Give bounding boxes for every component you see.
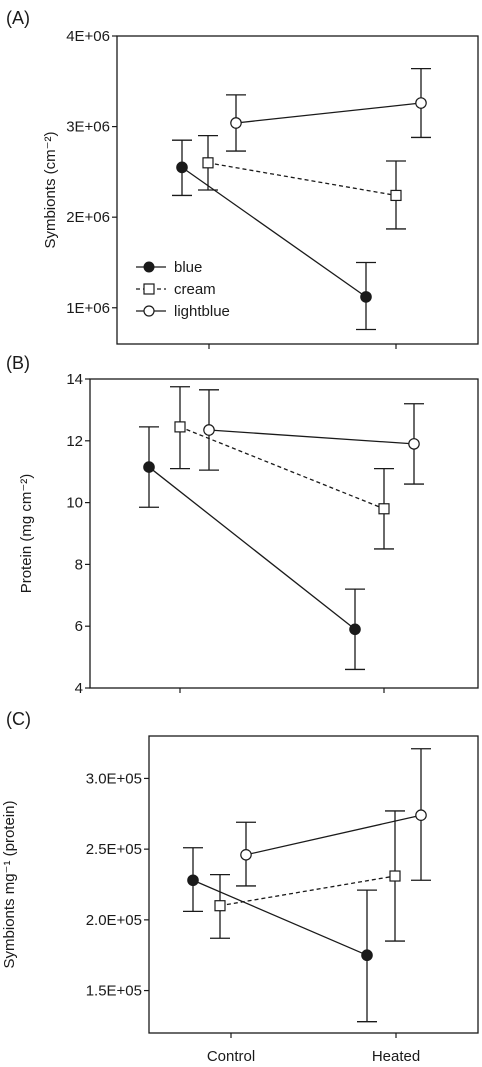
data-point xyxy=(408,438,420,450)
series-line xyxy=(235,102,422,124)
data-point xyxy=(390,189,402,202)
data-point xyxy=(415,97,427,109)
y-tick-label: 2.0E+05 xyxy=(86,912,142,929)
panel-3: (C) 1.5E+05 2.0E+05 2.5E+05 3.0E+05 Symbionts… xyxy=(1,709,479,1065)
plot-frame xyxy=(89,378,479,689)
y-tick-label: 1E+06 xyxy=(66,300,110,317)
series-blue xyxy=(139,426,365,671)
series-line xyxy=(208,429,415,445)
series-cream xyxy=(170,386,394,550)
series-lightblue xyxy=(199,389,424,485)
y-tick-label: 6 xyxy=(75,618,83,635)
series-line xyxy=(245,814,422,856)
y-tick-label: 2.5E+05 xyxy=(86,841,142,858)
data-point xyxy=(389,870,401,882)
data-point xyxy=(187,874,199,887)
data-point xyxy=(349,623,361,636)
data-point xyxy=(361,949,373,962)
series-line xyxy=(219,875,396,907)
data-point xyxy=(214,900,226,912)
panel-label: (A) xyxy=(6,8,30,28)
legend-label: blue xyxy=(174,259,202,276)
data-point xyxy=(360,291,372,303)
panel-1: (A) 1E+06 2E+06 3E+06 4E+06 Symbionts (cm⁻²) b… xyxy=(6,8,479,349)
legend-marker xyxy=(143,261,155,273)
y-tick-label: 3.0E+05 xyxy=(86,770,142,787)
series-line xyxy=(192,879,368,956)
data-point xyxy=(143,461,155,473)
legend: blue cream lightblue xyxy=(136,259,230,320)
plot-frame xyxy=(116,35,479,345)
x-category-label: Heated xyxy=(372,1048,420,1065)
legend-label: lightblue xyxy=(174,303,230,320)
y-tick-label: 3E+06 xyxy=(66,119,110,136)
y-axis-label: Symbionts mg⁻¹ (protein) xyxy=(1,801,18,969)
data-point xyxy=(203,424,215,436)
plot-frame xyxy=(148,735,479,1034)
y-tick-label: 1.5E+05 xyxy=(86,983,142,1000)
series-lightblue xyxy=(236,748,431,887)
y-tick-label: 8 xyxy=(75,556,83,573)
series-cream xyxy=(198,134,406,230)
legend-label: cream xyxy=(174,281,216,298)
y-axis-label: Symbionts (cm⁻²) xyxy=(42,131,59,248)
data-point xyxy=(174,421,186,433)
data-point xyxy=(230,117,242,129)
x-category-label: Control xyxy=(207,1048,255,1065)
y-tick-label: 12 xyxy=(66,433,83,450)
y-axis-label: Protein (mg cm⁻²) xyxy=(18,474,35,594)
y-tick-label: 10 xyxy=(66,495,83,512)
series-blue xyxy=(183,847,377,1023)
legend-marker xyxy=(143,305,155,317)
series-lightblue xyxy=(226,67,431,152)
y-tick-label: 14 xyxy=(66,371,83,388)
y-tick-label: 4 xyxy=(75,680,83,697)
y-tick-label: 4E+06 xyxy=(66,28,110,45)
panel-2: (B) 4 6 8 10 12 14 Protein (mg cm⁻²) xyxy=(6,353,479,697)
data-point xyxy=(378,503,390,515)
series-line xyxy=(207,162,397,197)
panel-label: (C) xyxy=(6,709,31,729)
data-point xyxy=(415,809,427,821)
series-line xyxy=(148,466,356,630)
data-point xyxy=(176,161,188,174)
panel-label: (B) xyxy=(6,353,30,373)
data-point xyxy=(202,157,214,169)
series-line xyxy=(179,426,385,510)
y-tick-label: 2E+06 xyxy=(66,209,110,226)
data-point xyxy=(240,848,252,861)
series-blue xyxy=(172,139,376,331)
series-cream xyxy=(210,810,405,942)
series-line xyxy=(181,166,367,298)
legend-marker xyxy=(143,283,155,295)
